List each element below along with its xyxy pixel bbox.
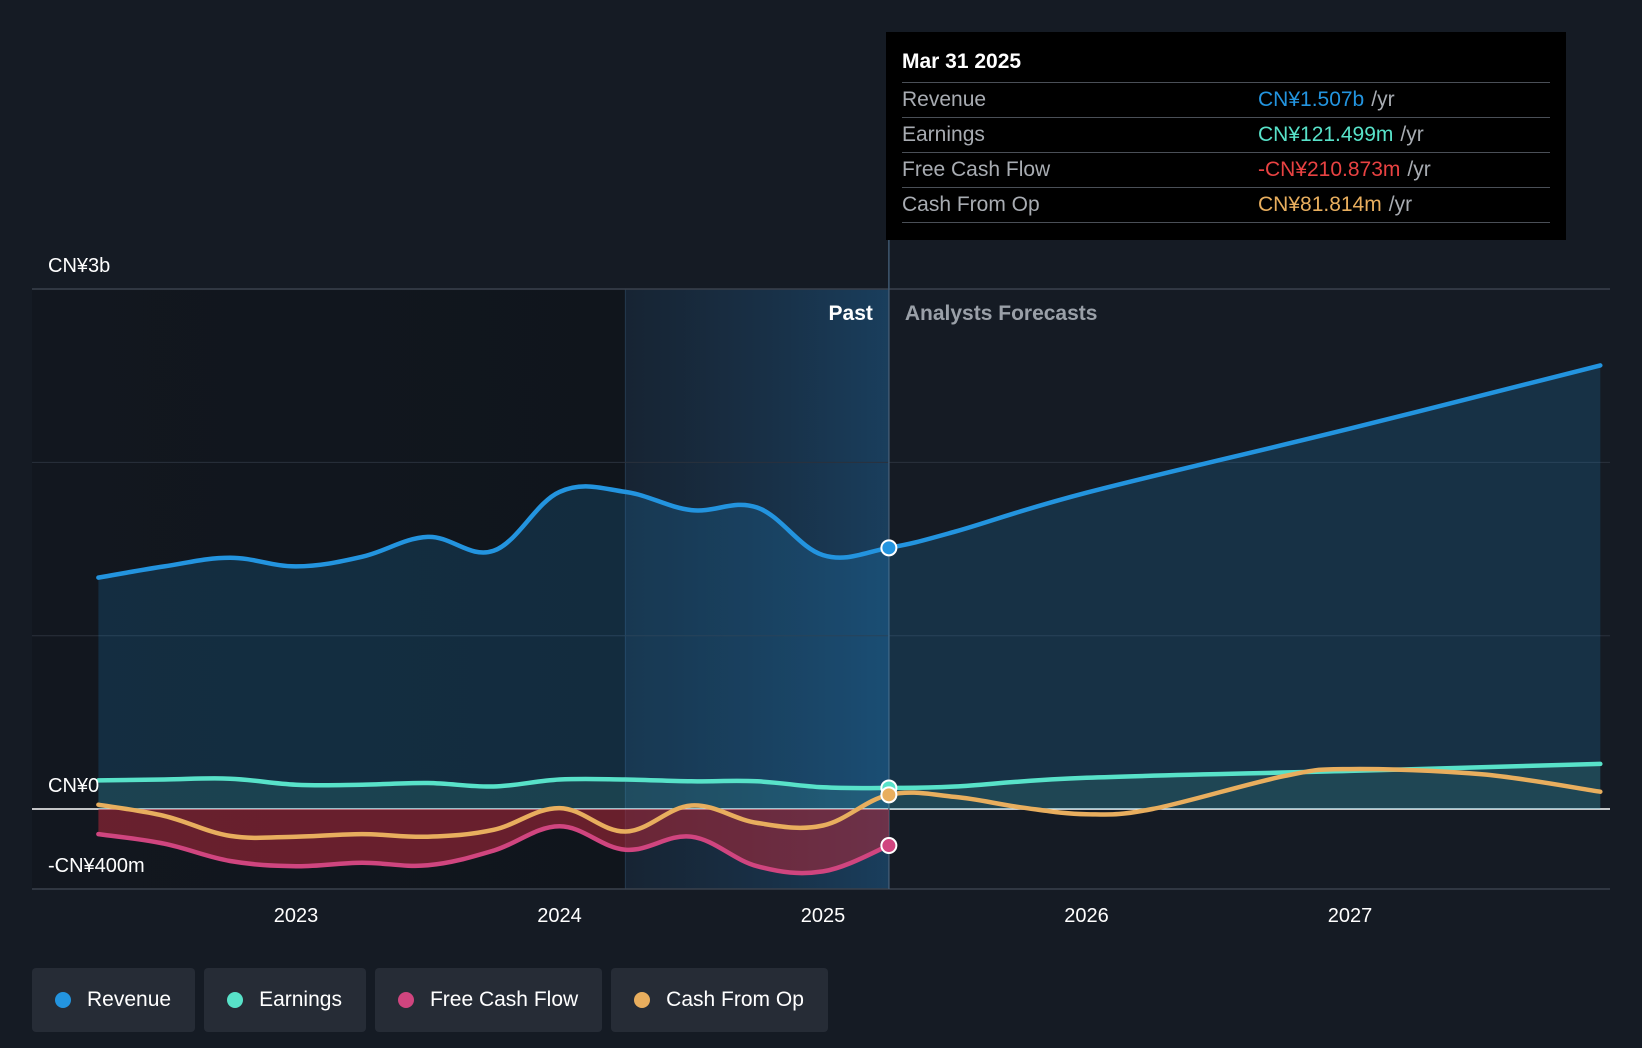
legend-dot-icon <box>55 992 71 1008</box>
x-tick-label: 2026 <box>1064 905 1109 927</box>
y-label-bottom: -CN¥400m <box>48 855 145 877</box>
revenue-line <box>96 363 1603 580</box>
legend-item-cash-from-op[interactable]: Cash From Op <box>611 968 828 1032</box>
tooltip-date: Mar 31 2025 <box>902 46 1550 83</box>
legend-dot-icon <box>634 992 651 1008</box>
cash-from-op-line <box>96 766 1603 841</box>
past-region <box>32 289 626 889</box>
legend-label: Revenue <box>87 988 172 1011</box>
legend-item-revenue[interactable]: Revenue <box>32 968 196 1032</box>
tooltip-label: Cash From Op <box>902 193 1040 216</box>
tooltip-unit: /yr <box>1400 123 1424 146</box>
tooltip-value: -CN¥210.873m <box>1258 158 1401 181</box>
legend-label: Earnings <box>259 988 342 1011</box>
legend-item-earnings[interactable]: Earnings <box>204 968 366 1032</box>
tooltip-row-free-cash-flow: Free Cash Flow -CN¥210.873m /yr <box>902 153 1550 188</box>
legend-label: Cash From Op <box>666 988 804 1011</box>
x-tick-label: 2027 <box>1328 905 1373 927</box>
y-label-top: CN¥3b <box>48 255 110 277</box>
x-tick-label: 2024 <box>537 905 582 927</box>
tooltip-label: Free Cash Flow <box>902 158 1051 181</box>
tooltip-row-cash-from-op: Cash From Op CN¥81.814m /yr <box>902 188 1550 223</box>
tooltip-unit: /yr <box>1371 88 1395 111</box>
x-tick-label: 2025 <box>801 905 846 927</box>
tooltip-label: Revenue <box>902 88 987 111</box>
y-label-zero: CN¥0 <box>48 775 99 797</box>
past-label: Past <box>829 302 873 325</box>
legend-item-free-cash-flow[interactable]: Free Cash Flow <box>374 968 603 1032</box>
tooltip-unit: /yr <box>1388 193 1413 216</box>
tooltip-row-revenue: Revenue CN¥1.507b /yr <box>902 83 1550 118</box>
earnings-line <box>96 761 1603 791</box>
revenue-area <box>98 365 1601 809</box>
tooltip-value: CN¥121.499m <box>1258 123 1394 146</box>
forecast-label: Analysts Forecasts <box>905 302 1098 325</box>
tooltip-value: CN¥1.507b <box>1258 88 1365 111</box>
tooltip: Mar 31 2025 Revenue CN¥1.507b /yr Earnin… <box>886 32 1566 240</box>
free-cash-flow-marker <box>880 837 898 855</box>
revenue-marker <box>880 539 898 557</box>
x-tick-label: 2023 <box>274 905 319 927</box>
legend: Revenue Earnings Free Cash Flow Cash Fro… <box>32 968 828 1032</box>
legend-dot-icon <box>227 992 244 1008</box>
free-cash-flow-area <box>98 809 889 874</box>
legend-dot-icon <box>397 992 414 1008</box>
tooltip-value: CN¥81.814m <box>1258 193 1382 216</box>
tooltip-label: Earnings <box>902 123 985 146</box>
free-cash-flow-line <box>96 824 892 876</box>
legend-label: Free Cash Flow <box>429 988 579 1011</box>
tooltip-row-earnings: Earnings CN¥121.499m /yr <box>902 118 1550 153</box>
cash-from-op-marker <box>880 786 898 804</box>
tooltip-unit: /yr <box>1407 158 1431 181</box>
